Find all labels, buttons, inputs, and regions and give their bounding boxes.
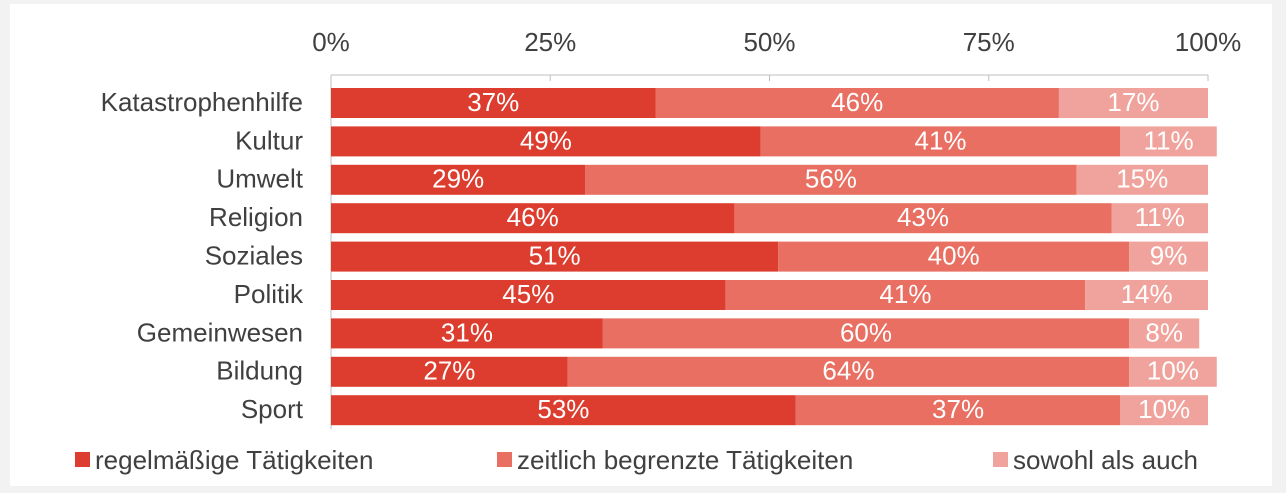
data-label: 46%	[831, 87, 883, 117]
y-tick-label: Kultur	[235, 125, 303, 155]
bar-segment	[331, 164, 586, 195]
data-label: 8%	[1145, 317, 1183, 347]
legend-label: sowohl als auch	[1013, 445, 1198, 475]
data-label: 45%	[502, 279, 554, 309]
data-label: 37%	[467, 87, 519, 117]
bar-segment	[1085, 280, 1208, 310]
data-label: 53%	[537, 394, 589, 424]
bar-segment	[1111, 203, 1208, 234]
bar-segment	[655, 88, 1059, 118]
bar-segment	[331, 203, 735, 234]
data-label: 41%	[879, 279, 931, 309]
data-label: 10%	[1147, 356, 1199, 386]
data-label: 49%	[520, 125, 572, 155]
bar-segment	[331, 241, 779, 272]
data-label: 11%	[1135, 202, 1185, 232]
data-label: 9%	[1150, 240, 1188, 270]
data-label: 11%	[1143, 125, 1193, 155]
legend-swatch	[497, 452, 512, 467]
x-tick-label: 100%	[1175, 27, 1242, 57]
y-tick-label: Sport	[241, 394, 304, 424]
bar-segment	[331, 280, 726, 310]
bar-segment	[331, 395, 796, 426]
bar-segment	[1058, 88, 1208, 118]
y-tick-label: Katastrophenhilfe	[101, 87, 303, 117]
data-label: 41%	[914, 125, 966, 155]
bar-segment	[1120, 395, 1208, 426]
y-tick-label: Religion	[209, 202, 303, 232]
data-label: 37%	[932, 394, 984, 424]
data-label: 10%	[1138, 394, 1190, 424]
y-tick-label: Soziales	[205, 240, 303, 270]
data-label: 46%	[507, 202, 559, 232]
data-label: 51%	[529, 240, 581, 270]
bar-segment	[1129, 318, 1200, 349]
data-label: 64%	[822, 356, 874, 386]
bar-segment	[734, 203, 1112, 234]
data-label: 31%	[441, 317, 493, 347]
legend-swatch	[75, 452, 90, 467]
data-label: 60%	[840, 317, 892, 347]
bar-segment	[331, 126, 761, 157]
bar-segment	[331, 88, 656, 118]
y-tick-label: Gemeinwesen	[137, 317, 303, 347]
data-label: 29%	[432, 164, 484, 194]
bar-segment	[778, 241, 1130, 272]
bar-segment	[331, 318, 603, 349]
bar-segment	[567, 356, 1130, 387]
data-label: 27%	[423, 356, 475, 386]
bar-segment	[1129, 356, 1217, 387]
bar-segment	[1120, 126, 1217, 157]
bar-segment	[585, 164, 1077, 195]
x-tick-label: 25%	[524, 27, 576, 57]
data-label: 15%	[1116, 164, 1168, 194]
y-tick-label: Politik	[234, 279, 304, 309]
bar-segment	[725, 280, 1086, 310]
legend-label: zeitlich begrenzte Tätigkeiten	[517, 445, 853, 475]
legend-swatch	[993, 452, 1008, 467]
data-label: 40%	[928, 240, 980, 270]
data-label: 14%	[1121, 279, 1173, 309]
bar-segment	[760, 126, 1121, 157]
y-tick-label: Bildung	[216, 356, 303, 386]
x-tick-label: 75%	[963, 27, 1015, 57]
bar-segment	[331, 356, 568, 387]
x-tick-label: 50%	[743, 27, 795, 57]
bar-segment	[602, 318, 1130, 349]
x-tick-label: 0%	[312, 27, 350, 57]
bar-segment	[1076, 164, 1208, 195]
data-label: 56%	[805, 164, 857, 194]
legend-label: regelmäßige Tätigkeiten	[95, 445, 373, 475]
data-label: 43%	[897, 202, 949, 232]
bar-segment	[795, 395, 1121, 426]
bar-segment	[1129, 241, 1208, 272]
data-label: 17%	[1107, 87, 1159, 117]
y-tick-label: Umwelt	[216, 164, 303, 194]
